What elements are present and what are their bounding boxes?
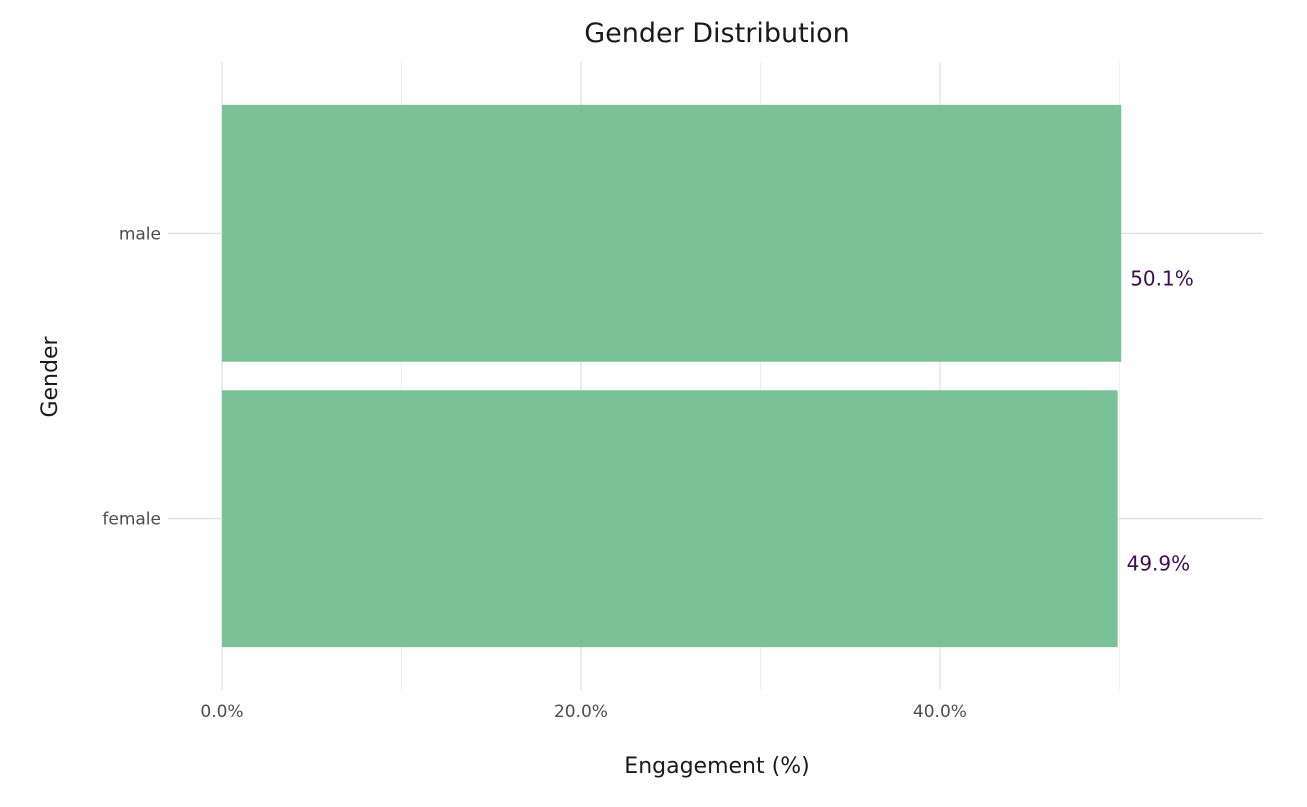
data-label-female: 49.9% bbox=[1127, 552, 1191, 576]
y-axis-title: Gender bbox=[38, 336, 63, 418]
x-tick-label: 40.0% bbox=[913, 702, 967, 722]
x-axis-ticks: 0.0% 20.0% 40.0% bbox=[200, 702, 967, 722]
chart-title: Gender Distribution bbox=[584, 18, 850, 49]
x-axis-title: Engagement (%) bbox=[624, 754, 809, 779]
x-tick-label: 0.0% bbox=[200, 702, 243, 722]
bar-female bbox=[222, 390, 1118, 648]
y-axis-ticks: female male bbox=[102, 224, 161, 529]
x-tick-label: 20.0% bbox=[554, 702, 608, 722]
bar-male bbox=[222, 104, 1122, 362]
data-label-male: 50.1% bbox=[1130, 266, 1194, 290]
data-labels: 49.9% 50.1% bbox=[1127, 266, 1194, 575]
y-tick-label: female bbox=[102, 510, 161, 530]
bars bbox=[222, 104, 1122, 648]
y-tick-label: male bbox=[119, 224, 161, 244]
